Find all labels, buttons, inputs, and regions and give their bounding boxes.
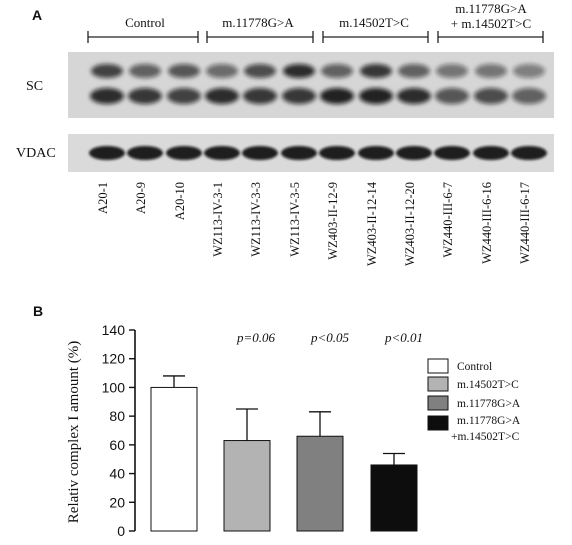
group-header-control: Control — [87, 15, 199, 43]
group-label-14502: m.14502T>C — [339, 15, 409, 30]
y-tick-label: 140 — [102, 322, 126, 338]
bar — [150, 386, 198, 532]
sc-band-lower — [512, 88, 546, 104]
sc-band-upper — [398, 64, 430, 78]
lane-label: WZ440-III-6-17 — [518, 182, 532, 264]
panel-b-label: B — [33, 303, 43, 319]
row-label-sc: SC — [26, 79, 43, 94]
lane-labels: A20-1 A20-9 A20-10 WZ113-IV-3-1 WZ113-IV… — [96, 181, 532, 266]
vdac-band — [127, 146, 163, 160]
legend-label: m.14502T>C — [457, 379, 519, 391]
sc-band-upper — [129, 64, 161, 78]
y-tick-label: 40 — [109, 466, 125, 482]
sc-bands — [90, 64, 546, 104]
sc-band-lower — [320, 88, 354, 104]
sc-band-upper — [321, 64, 353, 78]
vdac-band — [434, 146, 470, 160]
vdac-band — [396, 146, 432, 160]
sc-band-upper — [475, 64, 507, 78]
legend: Control m.14502T>C m.11778G>A m.11778G>A… — [427, 358, 521, 443]
group-header-14502: m.14502T>C — [322, 15, 429, 43]
legend-label: +m.14502T>C — [451, 431, 520, 443]
lane-label: WZ403-II-12-20 — [403, 182, 417, 266]
group-header-11778: m.11778G>A — [206, 15, 314, 43]
y-tick-label: 120 — [102, 351, 126, 367]
sc-band-lower — [128, 88, 162, 104]
p-value-annotation: p<0.05 — [310, 330, 350, 345]
vdac-band — [281, 146, 317, 160]
sc-band-upper — [244, 64, 276, 78]
bar — [296, 435, 344, 532]
lane-label: WZ113-IV-3-1 — [211, 182, 225, 257]
sc-band-upper — [91, 64, 123, 78]
legend-swatch-14502 — [427, 376, 449, 392]
panel-b: B Relativ complex I amount (%) 0 20 40 60 80… — [33, 303, 521, 539]
y-tick-label: 20 — [109, 494, 125, 510]
lane-label: WZ113-IV-3-3 — [249, 182, 263, 257]
legend-label: Control — [457, 361, 492, 373]
bar — [370, 464, 418, 532]
y-ticks: 0 20 40 60 80 100 120 140 — [102, 322, 135, 539]
y-tick-label: 80 — [109, 408, 125, 424]
p-value-annotation: p<0.01 — [384, 330, 423, 345]
y-axis-label: Relativ complex I amount (%) — [66, 341, 82, 523]
sc-band-lower — [282, 88, 316, 104]
lane-label: A20-9 — [134, 182, 148, 214]
sc-band-upper — [436, 64, 468, 78]
sc-band-lower — [243, 88, 277, 104]
vdac-band — [204, 146, 240, 160]
y-tick-label: 60 — [109, 437, 125, 453]
legend-swatch-11778 — [427, 395, 449, 411]
sc-band-lower — [167, 88, 201, 104]
sc-band-upper — [283, 64, 315, 78]
sc-band-upper — [168, 64, 200, 78]
lane-label: WZ403-II-12-14 — [365, 181, 379, 266]
sc-band-lower — [435, 88, 469, 104]
sc-band-upper — [206, 64, 238, 78]
sc-band-upper — [360, 64, 392, 78]
panel-a-label: A — [32, 7, 42, 23]
legend-label: m.11778G>A — [457, 398, 521, 410]
legend-swatch-double — [427, 415, 449, 431]
vdac-band — [358, 146, 394, 160]
lane-label: WZ403-II-12-9 — [326, 182, 340, 260]
group-label-control: Control — [125, 15, 165, 30]
lane-label: A20-10 — [173, 182, 187, 220]
vdac-band — [511, 146, 547, 160]
vdac-band — [242, 146, 278, 160]
p-value-annotation: p=0.06 — [236, 330, 276, 345]
row-label-vdac: VDAC — [16, 146, 56, 161]
group-label-double-line2: + m.14502T>C — [451, 16, 531, 31]
y-tick-label: 100 — [102, 379, 126, 395]
vdac-band — [319, 146, 355, 160]
sc-blot — [68, 52, 554, 118]
vdac-band — [166, 146, 202, 160]
sc-band-upper — [513, 64, 545, 78]
sc-band-lower — [397, 88, 431, 104]
legend-swatch-control — [427, 358, 449, 374]
group-header-double: m.11778G>A + m.14502T>C — [437, 1, 544, 43]
vdac-band — [473, 146, 509, 160]
vdac-bands — [89, 146, 547, 160]
vdac-band — [89, 146, 125, 160]
sc-band-lower — [474, 88, 508, 104]
group-label-double-line1: m.11778G>A — [455, 1, 527, 16]
lane-label: WZ440-III-6-7 — [441, 182, 455, 258]
bar — [223, 440, 271, 532]
group-label-11778: m.11778G>A — [222, 15, 294, 30]
lane-label: WZ440-III-6-16 — [480, 182, 494, 264]
sc-band-lower — [205, 88, 239, 104]
lane-label: A20-1 — [96, 182, 110, 214]
y-tick-label: 0 — [117, 523, 125, 539]
legend-label: m.11778G>A — [457, 415, 521, 427]
bars — [150, 386, 418, 532]
sc-band-lower — [359, 88, 393, 104]
lane-label: WZ113-IV-3-5 — [288, 182, 302, 257]
panel-a: A Control m.11778G>A m.14502T>C m.11778G… — [16, 1, 554, 266]
error-bars — [163, 375, 405, 465]
sc-band-lower — [90, 88, 124, 104]
